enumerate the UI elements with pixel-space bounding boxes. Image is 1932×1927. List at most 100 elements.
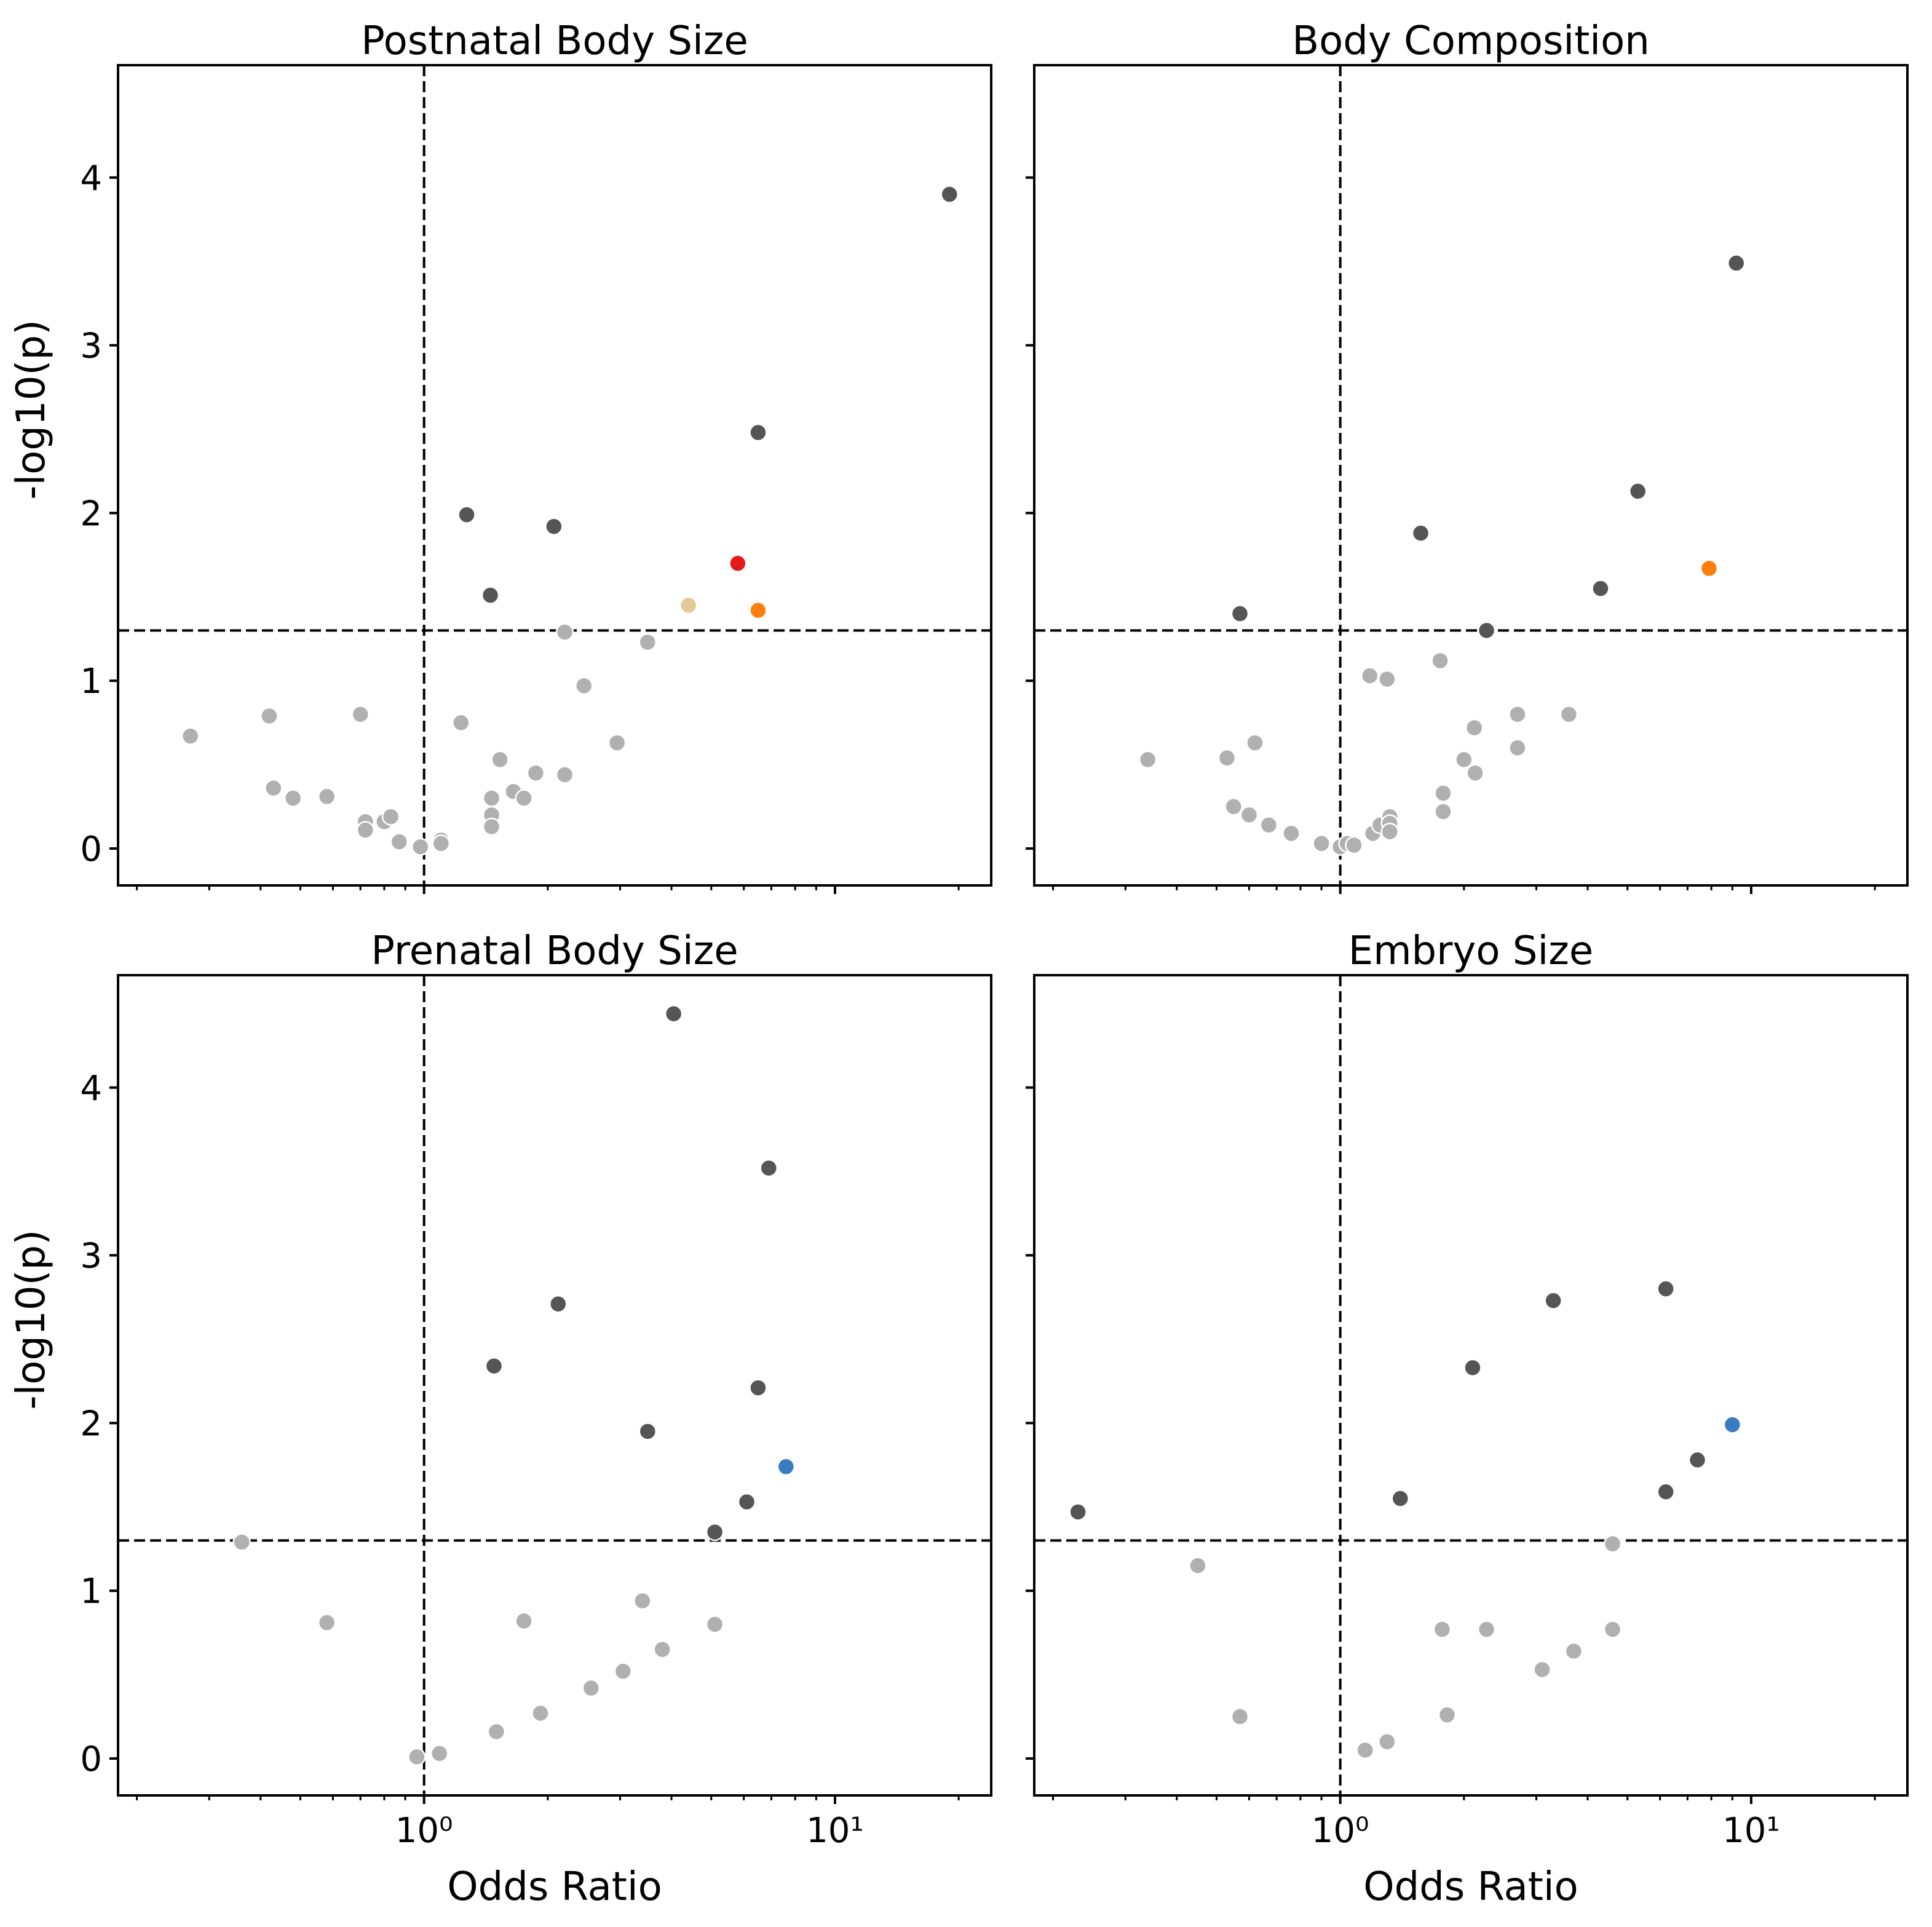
postnatal-point-10 (390, 833, 409, 851)
composition-point-23 (1465, 718, 1484, 737)
composition-panel: Body Composition (1026, 18, 1909, 894)
composition-point-11 (1345, 836, 1363, 855)
composition-point-2 (1224, 797, 1243, 816)
prenatal-ytick-label-1: 1 (80, 1572, 102, 1612)
embryo-point-4 (1433, 1620, 1452, 1639)
embryo-point-16 (1657, 1482, 1675, 1501)
postnatal-point-9 (381, 807, 400, 826)
postnatal-point-26 (638, 633, 657, 652)
prenatal-point-5 (515, 1612, 533, 1631)
postnatal-ytick-label-0: 0 (80, 829, 102, 869)
embryo-point-9 (1603, 1535, 1622, 1553)
composition-point-22 (1455, 750, 1473, 769)
prenatal-point-13 (548, 1294, 568, 1313)
prenatal-ytick-label-2: 2 (80, 1404, 102, 1444)
prenatal-xtick-label-0: 10⁰ (395, 1811, 453, 1851)
prenatal-point-6 (531, 1704, 550, 1723)
postnatal-point-5 (351, 705, 370, 724)
postnatal-plot-frame (117, 64, 992, 887)
postnatal-point-29 (545, 517, 563, 536)
prenatal-point-12 (485, 1356, 504, 1375)
composition-point-4 (1246, 734, 1264, 752)
prenatal-title: Prenatal Body Size (371, 928, 738, 974)
composition-plot-frame (1033, 64, 1909, 887)
postnatal-ytick-label-3: 3 (80, 326, 102, 366)
postnatal-point-24 (574, 676, 593, 695)
composition-point-27 (1559, 705, 1578, 724)
composition-point-0 (1138, 750, 1157, 769)
prenatal-point-18 (749, 1379, 767, 1397)
postnatal-point-15 (482, 789, 501, 807)
prenatal-point-7 (582, 1679, 601, 1698)
postnatal-point-18 (491, 750, 509, 769)
postnatal-point-23 (555, 623, 574, 641)
prenatal-points (232, 1004, 796, 1767)
embryo-title: Embryo Size (1348, 928, 1593, 974)
embryo-point-10 (1603, 1620, 1622, 1639)
embryo-xtick-label-0: 10⁰ (1312, 1811, 1369, 1851)
postnatal-ylabel: -log10(p) (9, 320, 54, 500)
composition-point-21 (1434, 802, 1452, 821)
postnatal-panel: Postnatal Body Size 0 1 2 3 4 -log10(p) (9, 18, 992, 894)
prenatal-point-0 (232, 1533, 251, 1551)
postnatal-points (181, 185, 959, 857)
composition-point-30 (1477, 621, 1496, 640)
composition-point-31 (1591, 579, 1610, 598)
postnatal-point-33 (729, 554, 747, 572)
postnatal-point-32 (679, 596, 698, 615)
composition-point-24 (1466, 764, 1484, 782)
prenatal-point-1 (317, 1613, 336, 1632)
postnatal-title: Postnatal Body Size (361, 18, 748, 64)
composition-point-6 (1282, 824, 1301, 843)
embryo-panel: Embryo Size 10⁰ 10¹ Odds Ratio (1026, 928, 1909, 1910)
embryo-point-15 (1657, 1280, 1675, 1298)
postnatal-point-4 (317, 787, 336, 806)
prenatal-point-4 (487, 1722, 506, 1741)
prenatal-point-11 (705, 1615, 724, 1634)
postnatal-point-13 (432, 834, 451, 853)
postnatal-point-2 (264, 779, 283, 797)
composition-title: Body Composition (1292, 18, 1650, 64)
postnatal-point-34 (749, 601, 767, 620)
embryo-points (1069, 1280, 1742, 1760)
embryo-point-11 (1069, 1503, 1087, 1521)
composition-point-19 (1431, 651, 1449, 670)
embryo-point-6 (1477, 1620, 1496, 1639)
postnatal-point-31 (940, 185, 959, 204)
composition-point-33 (1727, 254, 1746, 272)
postnatal-point-20 (515, 789, 533, 807)
prenatal-plot-frame (117, 974, 992, 1797)
prenatal-ytick-label-0: 0 (80, 1739, 102, 1779)
composition-point-25 (1508, 705, 1527, 724)
prenatal-point-16 (705, 1522, 724, 1541)
composition-point-3 (1240, 805, 1259, 825)
prenatal-point-10 (653, 1640, 671, 1659)
embryo-point-2 (1356, 1741, 1374, 1760)
embryo-point-12 (1391, 1489, 1410, 1508)
composition-point-28 (1230, 604, 1249, 623)
postnatal-point-22 (555, 766, 574, 784)
embryo-xtick-label-1: 10¹ (1722, 1811, 1780, 1851)
postnatal-point-0 (181, 727, 200, 745)
composition-point-29 (1411, 524, 1430, 542)
embryo-point-3 (1378, 1732, 1396, 1751)
postnatal-point-27 (457, 505, 476, 524)
embryo-point-5 (1438, 1706, 1457, 1724)
prenatal-panel: Prenatal Body Size 0 1 2 3 4 10⁰ 10¹ Odds Ratio -… (9, 928, 992, 1910)
prenatal-point-9 (633, 1591, 652, 1610)
postnatal-ytick-label-4: 4 (80, 159, 102, 199)
prenatal-ytick-label-3: 3 (80, 1237, 102, 1276)
composition-point-18 (1380, 822, 1399, 841)
prenatal-ytick-label-4: 4 (80, 1069, 102, 1109)
composition-point-8 (1312, 834, 1331, 853)
composition-point-32 (1628, 482, 1647, 501)
embryo-xlabel: Odds Ratio (1363, 1864, 1578, 1910)
prenatal-point-3 (430, 1744, 449, 1763)
postnatal-ytick-label-2: 2 (80, 494, 102, 534)
composition-point-5 (1259, 816, 1278, 834)
prenatal-point-19 (759, 1158, 778, 1177)
prenatal-point-8 (614, 1662, 633, 1680)
prenatal-point-20 (777, 1457, 796, 1476)
postnatal-ytick-label-1: 1 (80, 662, 102, 702)
